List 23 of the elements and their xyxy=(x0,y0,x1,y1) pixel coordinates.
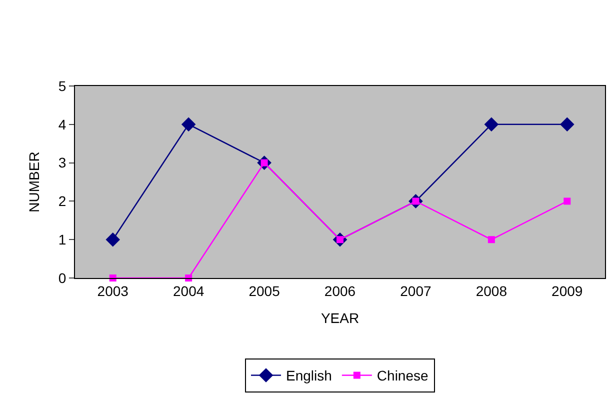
point xyxy=(488,236,495,244)
point xyxy=(564,198,571,205)
x-tick-label: 2004 xyxy=(172,282,204,299)
x-tick-label: 2003 xyxy=(97,282,129,299)
x-tick-label: 2009 xyxy=(552,282,583,299)
y-tick-label: 3 xyxy=(58,154,66,171)
x-tick-label: 2008 xyxy=(476,282,508,299)
legend-label: Chinese xyxy=(376,368,428,384)
x-tick-label: 2007 xyxy=(400,282,432,299)
y-tick-label: 4 xyxy=(58,116,66,132)
y-tick-label: 2 xyxy=(58,193,66,210)
point xyxy=(106,232,120,247)
x-axis-title: YEAR xyxy=(320,310,360,326)
point xyxy=(560,117,574,132)
y-tick-label: 1 xyxy=(58,232,66,248)
point xyxy=(484,117,499,132)
y-tick-label: 0 xyxy=(58,270,66,286)
y-axis-title: NUMBER xyxy=(26,152,42,212)
legend-label: English xyxy=(286,368,332,384)
y-tick-label: 5 xyxy=(58,78,66,94)
x-tick-label: 2006 xyxy=(324,282,356,299)
point xyxy=(181,117,196,132)
x-tick-label: 2005 xyxy=(248,282,280,299)
